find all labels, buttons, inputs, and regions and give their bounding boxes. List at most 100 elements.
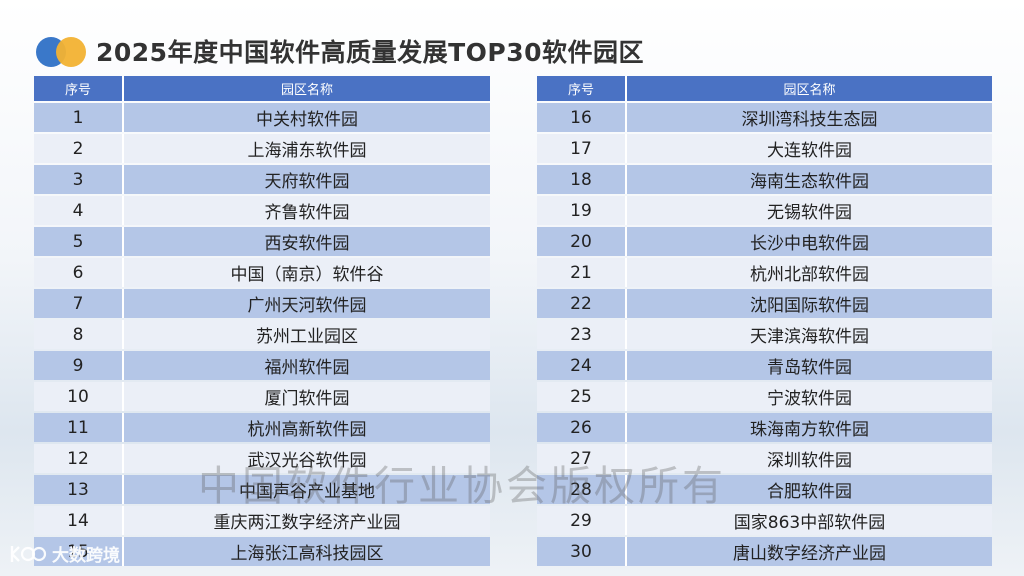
- column-header-name: 园区名称: [625, 76, 992, 101]
- park-name-cell: 沈阳国际软件园: [625, 289, 992, 318]
- ranking-table-right: 序号 园区名称 16 深圳湾科技生态园 17 大连软件园 18 海南生态软件园 19 无锡软件…: [537, 74, 992, 568]
- rank-number-cell: 24: [537, 351, 625, 380]
- table-row: 11 杭州高新软件园: [34, 413, 490, 442]
- rank-number-cell: 27: [537, 444, 625, 473]
- table-header-row: 序号 园区名称: [537, 76, 992, 101]
- park-name-cell: 杭州北部软件园: [625, 258, 992, 287]
- rank-number-cell: 20: [537, 227, 625, 256]
- rank-number-cell: 13: [34, 475, 122, 504]
- rank-number-cell: 11: [34, 413, 122, 442]
- table-row: 2 上海浦东软件园: [34, 134, 490, 163]
- rank-number-cell: 12: [34, 444, 122, 473]
- table-row: 21 杭州北部软件园: [537, 258, 992, 287]
- table-row: 17 大连软件园: [537, 134, 992, 163]
- table-row: 3 天府软件园: [34, 165, 490, 194]
- rank-number-cell: 8: [34, 320, 122, 349]
- table-row: 30 唐山数字经济产业园: [537, 537, 992, 566]
- rank-number-cell: 1: [34, 103, 122, 132]
- rank-number-cell: 7: [34, 289, 122, 318]
- park-name-cell: 中国声谷产业基地: [122, 475, 490, 504]
- ranking-table-left-body: 1 中关村软件园 2 上海浦东软件园 3 天府软件园 4 齐鲁软件园 5 西安软件园 6 中国（南京）…: [34, 103, 490, 566]
- ranking-table-left: 序号 园区名称 1 中关村软件园 2 上海浦东软件园 3 天府软件园 4 齐鲁软件园 5 西安软件…: [34, 74, 490, 568]
- table-row: 16 深圳湾科技生态园: [537, 103, 992, 132]
- table-row: 15 上海张江高科技园区: [34, 537, 490, 566]
- table-row: 25 宁波软件园: [537, 382, 992, 411]
- table-row: 4 齐鲁软件园: [34, 196, 490, 225]
- rank-number-cell: 15: [34, 537, 122, 566]
- park-name-cell: 深圳湾科技生态园: [625, 103, 992, 132]
- table-row: 24 青岛软件园: [537, 351, 992, 380]
- park-name-cell: 长沙中电软件园: [625, 227, 992, 256]
- table-row: 8 苏州工业园区: [34, 320, 490, 349]
- column-header-number: 序号: [34, 76, 122, 101]
- page-title: 2025年度中国软件高质量发展TOP30软件园区: [96, 38, 644, 67]
- rank-number-cell: 29: [537, 506, 625, 535]
- table-row: 14 重庆两江数字经济产业园: [34, 506, 490, 535]
- rank-number-cell: 17: [537, 134, 625, 163]
- rank-number-cell: 16: [537, 103, 625, 132]
- table-row: 19 无锡软件园: [537, 196, 992, 225]
- table-row: 5 西安软件园: [34, 227, 490, 256]
- rank-number-cell: 26: [537, 413, 625, 442]
- park-name-cell: 中国（南京）软件谷: [122, 258, 490, 287]
- park-name-cell: 青岛软件园: [625, 351, 992, 380]
- park-name-cell: 天府软件园: [122, 165, 490, 194]
- header: 2025年度中国软件高质量发展TOP30软件园区: [36, 32, 644, 70]
- table-row: 13 中国声谷产业基地: [34, 475, 490, 504]
- park-name-cell: 重庆两江数字经济产业园: [122, 506, 490, 535]
- park-name-cell: 国家863中部软件园: [625, 506, 992, 535]
- table-row: 20 长沙中电软件园: [537, 227, 992, 256]
- rank-number-cell: 28: [537, 475, 625, 504]
- rank-number-cell: 3: [34, 165, 122, 194]
- park-name-cell: 福州软件园: [122, 351, 490, 380]
- park-name-cell: 厦门软件园: [122, 382, 490, 411]
- table-row: 28 合肥软件园: [537, 475, 992, 504]
- table-row: 7 广州天河软件园: [34, 289, 490, 318]
- park-name-cell: 中关村软件园: [122, 103, 490, 132]
- table-row: 26 珠海南方软件园: [537, 413, 992, 442]
- table-row: 6 中国（南京）软件谷: [34, 258, 490, 287]
- park-name-cell: 珠海南方软件园: [625, 413, 992, 442]
- park-name-cell: 合肥软件园: [625, 475, 992, 504]
- rank-number-cell: 6: [34, 258, 122, 287]
- rank-number-cell: 30: [537, 537, 625, 566]
- park-name-cell: 唐山数字经济产业园: [625, 537, 992, 566]
- park-name-cell: 西安软件园: [122, 227, 490, 256]
- park-name-cell: 苏州工业园区: [122, 320, 490, 349]
- park-name-cell: 无锡软件园: [625, 196, 992, 225]
- rank-number-cell: 4: [34, 196, 122, 225]
- table-row: 9 福州软件园: [34, 351, 490, 380]
- column-header-name: 园区名称: [122, 76, 490, 101]
- park-name-cell: 大连软件园: [625, 134, 992, 163]
- park-name-cell: 深圳软件园: [625, 444, 992, 473]
- table-row: 1 中关村软件园: [34, 103, 490, 132]
- table-header-row: 序号 园区名称: [34, 76, 490, 101]
- table-row: 18 海南生态软件园: [537, 165, 992, 194]
- park-name-cell: 齐鲁软件园: [122, 196, 490, 225]
- rank-number-cell: 10: [34, 382, 122, 411]
- rank-number-cell: 22: [537, 289, 625, 318]
- rank-number-cell: 19: [537, 196, 625, 225]
- rank-number-cell: 18: [537, 165, 625, 194]
- table-row: 23 天津滨海软件园: [537, 320, 992, 349]
- park-name-cell: 天津滨海软件园: [625, 320, 992, 349]
- rank-number-cell: 2: [34, 134, 122, 163]
- table-row: 10 厦门软件园: [34, 382, 490, 411]
- table-row: 12 武汉光谷软件园: [34, 444, 490, 473]
- rank-number-cell: 9: [34, 351, 122, 380]
- rank-number-cell: 23: [537, 320, 625, 349]
- park-name-cell: 武汉光谷软件园: [122, 444, 490, 473]
- rank-number-cell: 14: [34, 506, 122, 535]
- table-row: 22 沈阳国际软件园: [537, 289, 992, 318]
- park-name-cell: 宁波软件园: [625, 382, 992, 411]
- table-row: 29 国家863中部软件园: [537, 506, 992, 535]
- park-name-cell: 上海浦东软件园: [122, 134, 490, 163]
- park-name-cell: 广州天河软件园: [122, 289, 490, 318]
- rank-number-cell: 21: [537, 258, 625, 287]
- rank-number-cell: 5: [34, 227, 122, 256]
- column-header-number: 序号: [537, 76, 625, 101]
- table-row: 27 深圳软件园: [537, 444, 992, 473]
- park-name-cell: 杭州高新软件园: [122, 413, 490, 442]
- park-name-cell: 上海张江高科技园区: [122, 537, 490, 566]
- park-name-cell: 海南生态软件园: [625, 165, 992, 194]
